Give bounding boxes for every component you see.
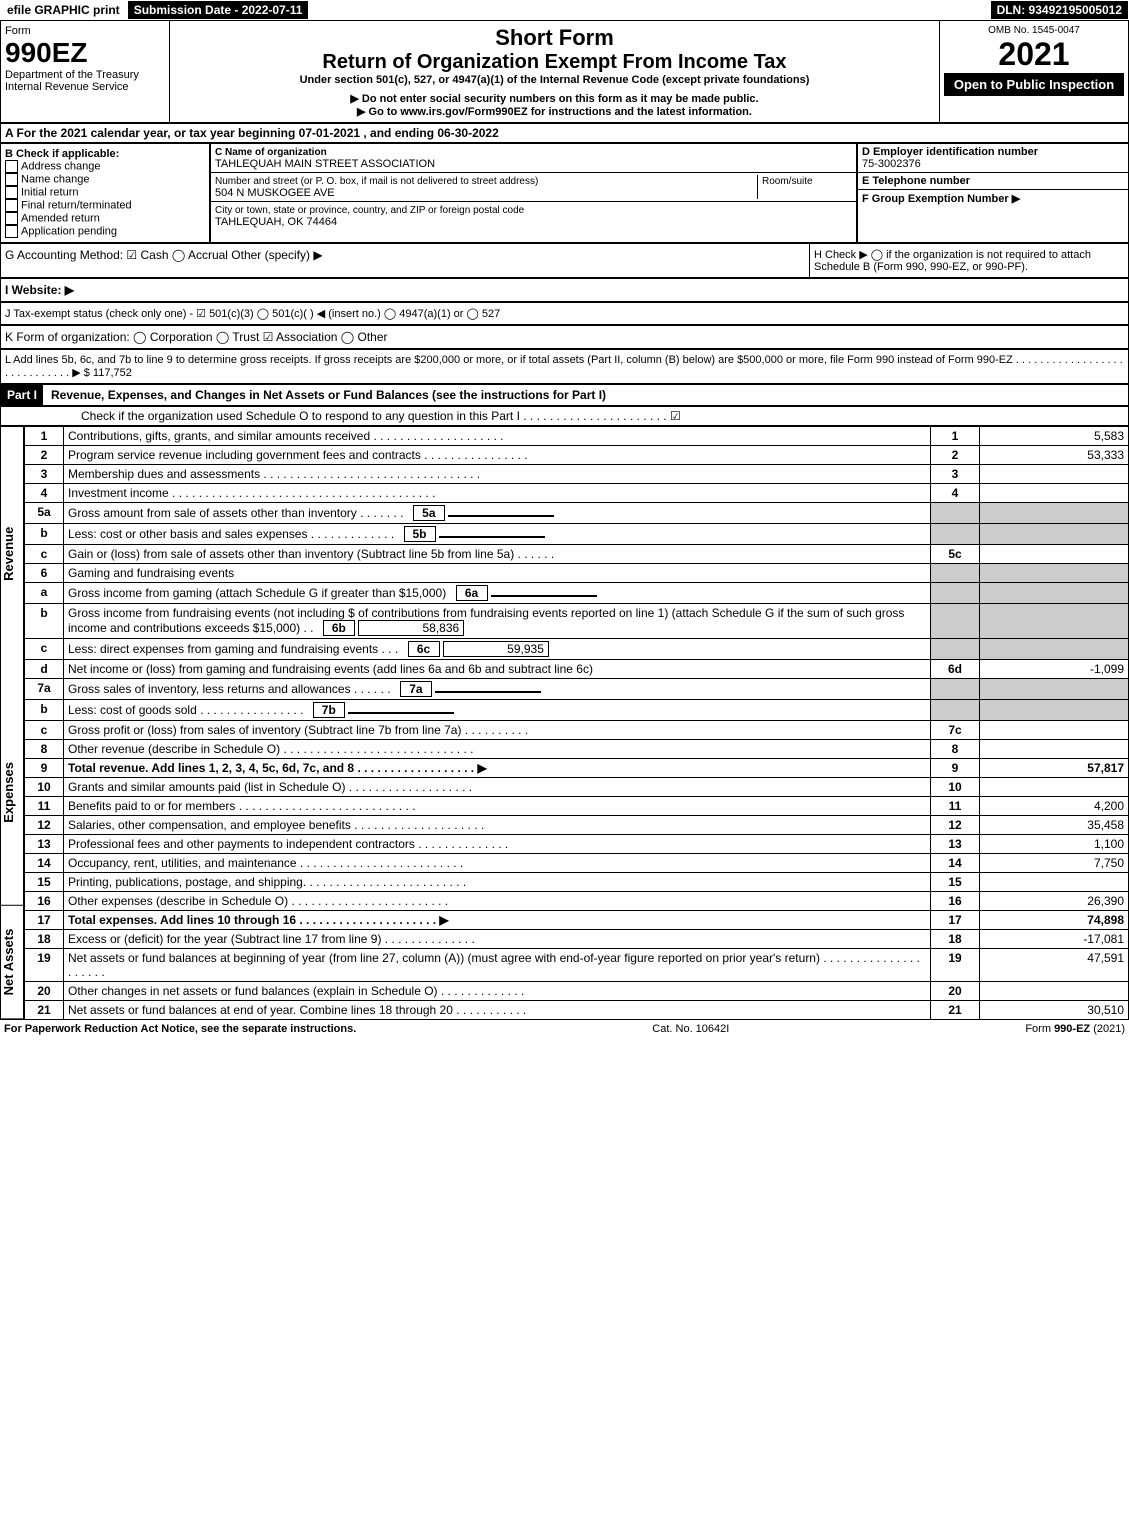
subtitle-1: Under section 501(c), 527, or 4947(a)(1)… xyxy=(174,74,935,86)
line-h: H Check ▶ ◯ if the organization is not r… xyxy=(809,244,1128,277)
d-label: D Employer identification number xyxy=(862,146,1038,158)
tax-year: 2021 xyxy=(944,36,1124,73)
line-9-amount: 57,817 xyxy=(980,759,1129,778)
b-item-1: Name change xyxy=(21,173,90,185)
footer-left: For Paperwork Reduction Act Notice, see … xyxy=(4,1023,356,1035)
section-c: C Name of organization TAHLEQUAH MAIN ST… xyxy=(210,143,857,243)
netassets-vlabel: Net Assets xyxy=(1,906,23,1019)
b-item-0: Address change xyxy=(21,160,101,172)
line-6b-value: 58,836 xyxy=(358,620,464,636)
expenses-vlabel: Expenses xyxy=(1,680,23,906)
line-6c-value: 59,935 xyxy=(443,641,549,657)
e-label: E Telephone number xyxy=(862,175,970,187)
open-inspection: Open to Public Inspection xyxy=(944,73,1124,96)
lines-table: 1Contributions, gifts, grants, and simil… xyxy=(24,426,1129,1020)
city-value: TAHLEQUAH, OK 74464 xyxy=(215,216,337,228)
line-21-amount: 30,510 xyxy=(980,1001,1129,1020)
line-13-amount: 1,100 xyxy=(980,835,1129,854)
room-label: Room/suite xyxy=(762,176,813,187)
subtitle-3: ▶ Go to www.irs.gov/Form990EZ for instru… xyxy=(174,105,935,118)
main-title: Return of Organization Exempt From Incom… xyxy=(174,51,935,74)
form-header: Form 990EZ Department of the Treasury In… xyxy=(0,20,1129,123)
page-footer: For Paperwork Reduction Act Notice, see … xyxy=(0,1020,1129,1038)
line-i: I Website: ▶ xyxy=(0,278,1129,302)
b-header: B Check if applicable: xyxy=(5,148,205,160)
efile-label: efile GRAPHIC print xyxy=(0,0,127,20)
line-g: G Accounting Method: ☑ Cash ◯ Accrual Ot… xyxy=(1,244,809,277)
line-11-amount: 4,200 xyxy=(980,797,1129,816)
b-item-2: Initial return xyxy=(21,186,78,198)
section-def: D Employer identification number 75-3002… xyxy=(857,143,1129,243)
line-17-amount: 74,898 xyxy=(980,911,1129,930)
short-form-title: Short Form xyxy=(174,25,935,51)
street-label: Number and street (or P. O. box, if mail… xyxy=(215,176,538,187)
form-word: Form xyxy=(5,25,165,37)
line-16-amount: 26,390 xyxy=(980,892,1129,911)
part-i-label: Part I xyxy=(1,385,43,405)
subtitle-2: ▶ Do not enter social security numbers o… xyxy=(174,92,935,105)
part-i-check: Check if the organization used Schedule … xyxy=(0,406,1129,426)
form-number: 990EZ xyxy=(5,37,165,69)
top-bar: efile GRAPHIC print Submission Date - 20… xyxy=(0,0,1129,20)
dept-label: Department of the Treasury Internal Reve… xyxy=(5,69,165,93)
line-14-amount: 7,750 xyxy=(980,854,1129,873)
line-19-amount: 47,591 xyxy=(980,949,1129,982)
footer-right: Form 990-EZ (2021) xyxy=(1025,1023,1125,1035)
info-block: B Check if applicable: Address change Na… xyxy=(0,143,1129,243)
b-item-4: Amended return xyxy=(21,212,100,224)
city-label: City or town, state or province, country… xyxy=(215,205,524,216)
f-label: F Group Exemption Number ▶ xyxy=(862,193,1020,205)
section-b: B Check if applicable: Address change Na… xyxy=(0,143,210,243)
line-6d-amount: -1,099 xyxy=(980,660,1129,679)
line-1-amount: 5,583 xyxy=(980,427,1129,446)
b-item-3: Final return/terminated xyxy=(21,199,132,211)
line-k: K Form of organization: ◯ Corporation ◯ … xyxy=(0,325,1129,349)
org-name: TAHLEQUAH MAIN STREET ASSOCIATION xyxy=(215,158,435,170)
footer-center: Cat. No. 10642I xyxy=(652,1023,729,1035)
b-item-5: Application pending xyxy=(21,225,117,237)
ein-value: 75-3002376 xyxy=(862,158,921,170)
dln-label: DLN: 93492195005012 xyxy=(990,0,1129,20)
street-address: 504 N MUSKOGEE AVE xyxy=(215,187,335,199)
line-l: L Add lines 5b, 6c, and 7b to line 9 to … xyxy=(0,349,1129,384)
line-a: A For the 2021 calendar year, or tax yea… xyxy=(0,123,1129,143)
revenue-vlabel: Revenue xyxy=(1,427,23,680)
line-j: J Tax-exempt status (check only one) - ☑… xyxy=(0,302,1129,325)
submission-date: Submission Date - 2022-07-11 xyxy=(127,0,310,20)
line-2-amount: 53,333 xyxy=(980,446,1129,465)
line-12-amount: 35,458 xyxy=(980,816,1129,835)
c-label: C Name of organization xyxy=(215,147,327,158)
line-18-amount: -17,081 xyxy=(980,930,1129,949)
omb-number: OMB No. 1545-0047 xyxy=(944,25,1124,36)
part-i-title: Revenue, Expenses, and Changes in Net As… xyxy=(43,388,606,402)
